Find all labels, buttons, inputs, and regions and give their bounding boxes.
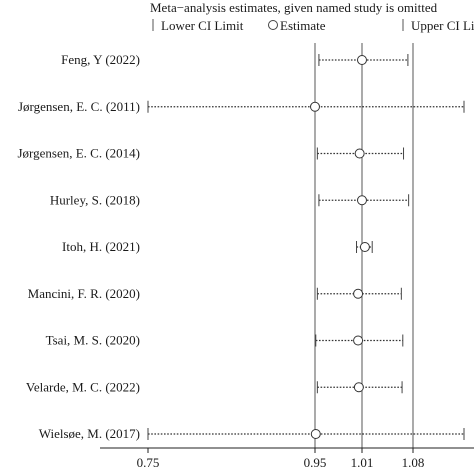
estimate-marker [353,335,364,346]
x-tick-label: 0.75 [137,455,160,470]
legend-item: Lower CI Limit [152,18,244,33]
legend: Lower CI Limit Estimate Upper CI Limit [152,18,474,33]
study-label: Hurley, S. (2018) [50,192,140,207]
study-row: Hurley, S. (2018) [50,192,410,207]
x-tick-label: 0.95 [304,455,327,470]
estimate-marker [310,429,321,439]
x-axis: 0.75 0.95 1.01 1.08 [100,447,474,470]
study-row: Velarde, M. C. (2022) [26,379,403,394]
title-layer: Meta−analysis estimates, given named stu… [150,0,438,15]
estimate-marker [353,288,364,299]
estimate-marker [357,195,367,206]
estimate-marker [357,55,367,65]
legend-label: Lower CI Limit [161,18,244,33]
legend-item: Upper CI Limit [402,18,474,33]
study-label: Mancini, F. R. (2020) [28,286,140,301]
legend-label: Upper CI Limit [411,18,474,33]
study-row: Wielsøe, M. (2017) [39,426,465,441]
study-label: Feng, Y (2022) [61,52,140,67]
study-label: Tsai, M. S. (2020) [46,333,140,348]
study-label: Jørgensen, E. C. (2011) [18,99,140,114]
study-label: Velarde, M. C. (2022) [26,379,140,394]
study-row: Tsai, M. S. (2020) [46,333,404,348]
legend-item: Estimate [268,18,326,33]
study-label: Wielsøe, M. (2017) [39,426,140,441]
study-row: Feng, Y (2022) [61,52,409,67]
study-row: Mancini, F. R. (2020) [28,286,402,301]
study-label: Jørgensen, E. C. (2014) [17,146,140,161]
estimate-marker [354,148,365,159]
estimate-marker [353,382,364,393]
study-row: Itoh, H. (2021) [62,239,373,254]
study-rows: Feng, Y (2022) Jørgensen, E. C. (2011) Jør… [17,52,465,441]
estimate-marker [359,242,370,252]
legend-label: Estimate [280,18,326,33]
chart-title: Meta−analysis estimates, given named stu… [150,0,438,15]
study-row: Jørgensen, E. C. (2011) [18,99,465,114]
x-tick-label: 1.08 [402,455,425,470]
study-label: Itoh, H. (2021) [62,239,140,254]
estimate-marker [310,101,320,112]
x-tick-label: 1.01 [351,455,374,470]
study-row: Jørgensen, E. C. (2014) [17,146,405,161]
legend-circle-marker [268,20,278,30]
